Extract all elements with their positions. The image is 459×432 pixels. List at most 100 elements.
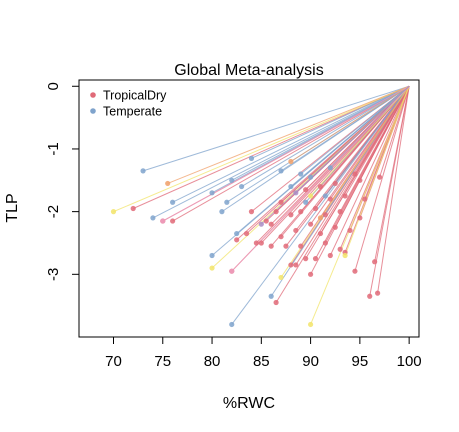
series-2-segment-5	[344, 86, 410, 256]
series-4-segment-0	[162, 85, 410, 222]
series-1-point-19	[327, 165, 333, 171]
x-tick-label-5: 95	[352, 353, 369, 370]
series-2-segment-4	[310, 85, 410, 197]
series-0-point-13	[273, 299, 279, 306]
series-5-point-1	[293, 190, 299, 196]
y-axis: 0 -1 -2 -3	[45, 82, 79, 281]
series-1-point-16	[303, 199, 309, 205]
series-0-point-24	[303, 187, 309, 193]
x-tick-label-6: 100	[397, 353, 422, 370]
series-0-point-22	[298, 243, 304, 249]
series-1-point-2	[170, 199, 176, 205]
y-axis-title: TLP	[4, 193, 21, 222]
point-layer	[110, 155, 383, 328]
series-2-point-0	[110, 209, 117, 215]
series-0-point-14	[278, 234, 284, 240]
x-tick-label-4: 90	[302, 353, 319, 370]
series-0-point-46	[362, 196, 368, 202]
series-0-segment-0	[133, 85, 410, 209]
legend-label-0: TropicalDry	[103, 89, 167, 103]
series-1-point-3	[209, 190, 215, 196]
series-0-segment-43	[354, 86, 410, 272]
series-3-segment-2	[320, 85, 410, 219]
series-1-point-8	[229, 321, 235, 328]
series-0-point-44	[357, 177, 363, 183]
series-0-point-39	[342, 193, 348, 199]
x-axis: 70 75 80 85 90 95 100	[105, 337, 422, 370]
series-1-point-17	[307, 174, 314, 180]
series-0-point-47	[367, 293, 373, 299]
series-0-point-18	[288, 262, 294, 268]
series-1-point-4	[209, 252, 215, 259]
x-tick-label-2: 80	[204, 353, 221, 370]
y-tick-label-3: -3	[45, 268, 62, 281]
series-3-point-0	[165, 180, 171, 187]
series-1-point-9	[234, 230, 240, 237]
series-3-segment-1	[290, 85, 410, 162]
series-1-segment-10	[241, 85, 410, 187]
legend-marker-1	[90, 108, 96, 114]
series-1-point-12	[268, 293, 274, 299]
series-0-segment-39	[344, 86, 410, 197]
series-1-segment-8	[231, 85, 410, 325]
series-0-point-8	[258, 240, 264, 246]
series-1-segment-11	[251, 85, 410, 159]
series-5-point-0	[258, 221, 264, 227]
series-1-point-15	[298, 171, 304, 177]
series-1-point-1	[150, 215, 156, 221]
series-2-point-5	[342, 252, 348, 259]
series-2-point-3	[307, 321, 314, 328]
plot-frame	[78, 79, 420, 338]
series-0-point-9	[263, 218, 269, 224]
series-0-point-49	[375, 290, 381, 296]
series-0-point-15	[278, 199, 284, 205]
series-0-point-31	[322, 240, 328, 246]
series-0-point-48	[372, 259, 378, 265]
series-2-segment-0	[113, 85, 410, 213]
series-0-point-6	[248, 209, 255, 215]
series-0-point-0	[130, 205, 136, 212]
series-0-point-27	[312, 205, 319, 212]
series-0-segment-2	[172, 85, 410, 222]
series-1-segment-2	[172, 85, 410, 203]
series-0-point-20	[293, 262, 299, 268]
legend-marker-0	[90, 92, 96, 98]
legend-label-1: Temperate	[103, 105, 162, 119]
series-0-point-34	[327, 252, 333, 259]
series-0-point-30	[317, 230, 324, 237]
x-tick-label-3: 85	[253, 353, 270, 370]
series-0-point-12	[273, 209, 279, 215]
x-axis-title: %RWC	[223, 395, 275, 412]
series-0-point-35	[332, 224, 338, 230]
series-0-segment-50	[379, 86, 410, 178]
series-1-segment-15	[300, 85, 410, 175]
series-0-point-7	[253, 240, 259, 246]
series-0-point-11	[268, 221, 274, 227]
series-2-point-2	[278, 274, 284, 281]
series-0-point-33	[327, 196, 333, 202]
series-0-point-25	[307, 271, 314, 277]
series-0-point-17	[288, 212, 294, 218]
series-0-point-45	[357, 215, 363, 221]
series-0-point-50	[376, 174, 383, 180]
series-1-point-0	[140, 168, 146, 174]
series-0-point-36	[332, 180, 338, 187]
y-tick-label-2: -2	[45, 205, 62, 218]
series-0-point-43	[352, 268, 358, 274]
series-0-point-41	[347, 227, 353, 234]
series-1-point-14	[288, 183, 294, 190]
series-1-point-6	[224, 199, 230, 205]
series-1-point-18	[322, 193, 328, 199]
series-4-point-0	[160, 218, 166, 224]
y-tick-label-1: -1	[45, 142, 62, 155]
series-1-segment-14	[290, 85, 410, 187]
series-4-point-1	[229, 268, 235, 274]
series-1-segment-1	[152, 85, 410, 219]
series-2-point-1	[209, 265, 215, 271]
series-0-segment-44	[359, 86, 410, 181]
series-3-point-1	[288, 158, 294, 165]
series-1-point-10	[239, 183, 245, 190]
series-0-point-23	[303, 256, 309, 262]
series-0-point-16	[283, 243, 289, 249]
